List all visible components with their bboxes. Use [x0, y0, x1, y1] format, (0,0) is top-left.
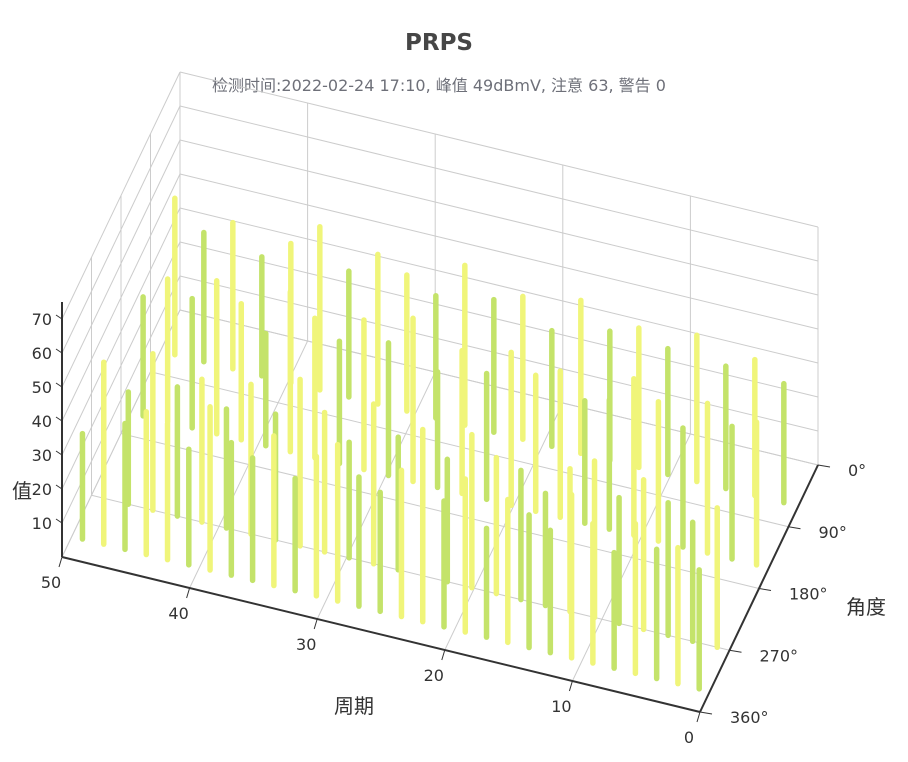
- axes: 0 10 20 30 40 50 0° 90° 180° 270° 360° 10 20 30 40 50 60…: [12, 302, 886, 747]
- y-tick-label: 270°: [760, 646, 799, 665]
- z-axis-label: 值: [12, 479, 32, 503]
- z-tick-label: 20: [32, 480, 52, 499]
- x-tick-label: 40: [168, 604, 188, 623]
- back-wall-grid-line: [179, 207, 819, 364]
- back-wall-grid-line: [179, 241, 819, 398]
- x-tick-label: 20: [424, 666, 444, 685]
- y-tick-mark: [817, 464, 831, 468]
- back-wall-grid-line: [179, 309, 819, 466]
- x-tick-mark: [186, 587, 191, 599]
- z-tick-label: 10: [32, 514, 52, 533]
- back-wall-grid-line: [179, 71, 819, 228]
- x-tick-label: 30: [296, 635, 316, 654]
- x-tick-label: 0: [684, 728, 694, 747]
- z-tick-mark: [55, 484, 63, 490]
- side-wall-grid-line: [61, 139, 181, 388]
- side-wall-grid-line: [61, 105, 181, 354]
- floor-grid-line: [91, 494, 730, 651]
- z-tick-label: 50: [32, 378, 52, 397]
- y-axis-label: 角度: [846, 595, 886, 619]
- y-tick-label: 360°: [730, 708, 769, 727]
- z-tick-mark: [55, 382, 63, 388]
- x-tick-mark: [441, 649, 446, 661]
- y-tick-label: 180°: [789, 585, 828, 604]
- y-tick-mark: [729, 649, 742, 653]
- chart-subtitle: 检测时间:2022-02-24 17:10, 峰值 49dBmV, 注意 63,…: [212, 76, 666, 95]
- z-tick-label: 30: [32, 446, 52, 465]
- bars: [79, 195, 787, 692]
- z-tick-label: 40: [32, 412, 52, 431]
- z-tick-mark: [55, 348, 63, 354]
- y-tick-mark: [699, 711, 713, 715]
- x-tick-label: 50: [41, 573, 61, 592]
- x-axis-label: 周期: [334, 694, 374, 718]
- back-wall-grid-line: [179, 173, 819, 330]
- z-tick-mark: [55, 314, 63, 320]
- y-tick-label: 0°: [848, 461, 866, 480]
- z-tick-label: 60: [32, 344, 52, 363]
- side-wall-grid-line: [61, 173, 181, 422]
- x-tick-mark: [58, 556, 63, 568]
- z-tick-mark: [55, 416, 63, 422]
- back-wall-grid-line: [179, 139, 819, 296]
- x-tick-label: 10: [551, 697, 571, 716]
- z-tick-mark: [55, 450, 63, 456]
- z-tick-label: 70: [32, 310, 52, 329]
- y-tick-mark: [758, 588, 772, 591]
- x-tick-mark: [313, 618, 318, 630]
- side-wall-grid-line: [61, 207, 181, 456]
- x-axis-line: [61, 556, 701, 713]
- back-wall-grid-line: [179, 105, 819, 262]
- x-tick-mark: [696, 711, 701, 723]
- x-tick-mark: [568, 680, 573, 692]
- back-wall-grid-line: [179, 275, 819, 432]
- y-tick-mark: [788, 526, 801, 530]
- y-tick-label: 90°: [819, 523, 847, 542]
- z-tick-mark: [55, 518, 63, 524]
- chart-title: PRPS: [405, 30, 473, 56]
- side-wall-grid-line: [61, 71, 181, 320]
